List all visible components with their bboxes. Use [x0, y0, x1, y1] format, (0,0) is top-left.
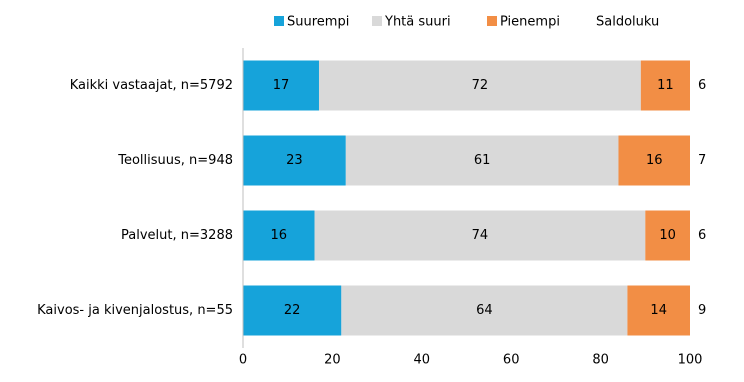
legend-swatch — [274, 16, 284, 26]
x-tick-label: 100 — [678, 353, 703, 368]
x-tick-label: 0 — [239, 353, 247, 368]
bar-segment — [627, 285, 690, 336]
balance-label: 6 — [698, 228, 706, 243]
data-label: 10 — [659, 228, 676, 243]
balance-label: 9 — [698, 303, 706, 318]
bar-segment — [243, 135, 346, 186]
x-tick-label: 60 — [503, 353, 520, 368]
bar-segment — [345, 135, 619, 186]
legend-label: Suurempi — [287, 15, 349, 30]
bar-segment — [243, 210, 315, 261]
legend-label: Yhtä suuri — [384, 15, 451, 30]
balance-label: 7 — [698, 153, 706, 168]
legend-label: Pienempi — [500, 15, 560, 30]
bar-segment — [640, 60, 690, 111]
legend-swatch — [487, 16, 497, 26]
data-label: 72 — [472, 78, 489, 93]
data-label: 23 — [286, 153, 303, 168]
legend-swatch — [372, 16, 382, 26]
data-label: 14 — [650, 303, 667, 318]
y-tick-label: Kaikki vastaajat, n=5792 — [70, 78, 233, 93]
y-tick-label: Teollisuus, n=948 — [117, 153, 233, 168]
data-label: 61 — [474, 153, 491, 168]
data-label: 22 — [284, 303, 301, 318]
bar-segment — [243, 60, 319, 111]
data-label: 16 — [270, 228, 287, 243]
x-tick-label: 40 — [414, 353, 431, 368]
data-label: 17 — [273, 78, 290, 93]
data-label: 11 — [657, 78, 674, 93]
data-label: 16 — [646, 153, 663, 168]
x-tick-label: 80 — [592, 353, 609, 368]
bar-segment — [243, 285, 342, 336]
bar-segment — [618, 135, 690, 186]
y-tick-label: Kaivos- ja kivenjalostus, n=55 — [37, 303, 233, 318]
legend-label: Saldoluku — [596, 15, 659, 30]
x-tick-label: 20 — [324, 353, 341, 368]
y-tick-label: Palvelut, n=3288 — [121, 228, 233, 243]
bar-segment — [341, 285, 628, 336]
bar-segment — [645, 210, 690, 261]
data-label: 64 — [476, 303, 493, 318]
bar-segment — [314, 210, 646, 261]
data-label: 74 — [472, 228, 489, 243]
balance-label: 6 — [698, 78, 706, 93]
bar-segment — [318, 60, 641, 111]
